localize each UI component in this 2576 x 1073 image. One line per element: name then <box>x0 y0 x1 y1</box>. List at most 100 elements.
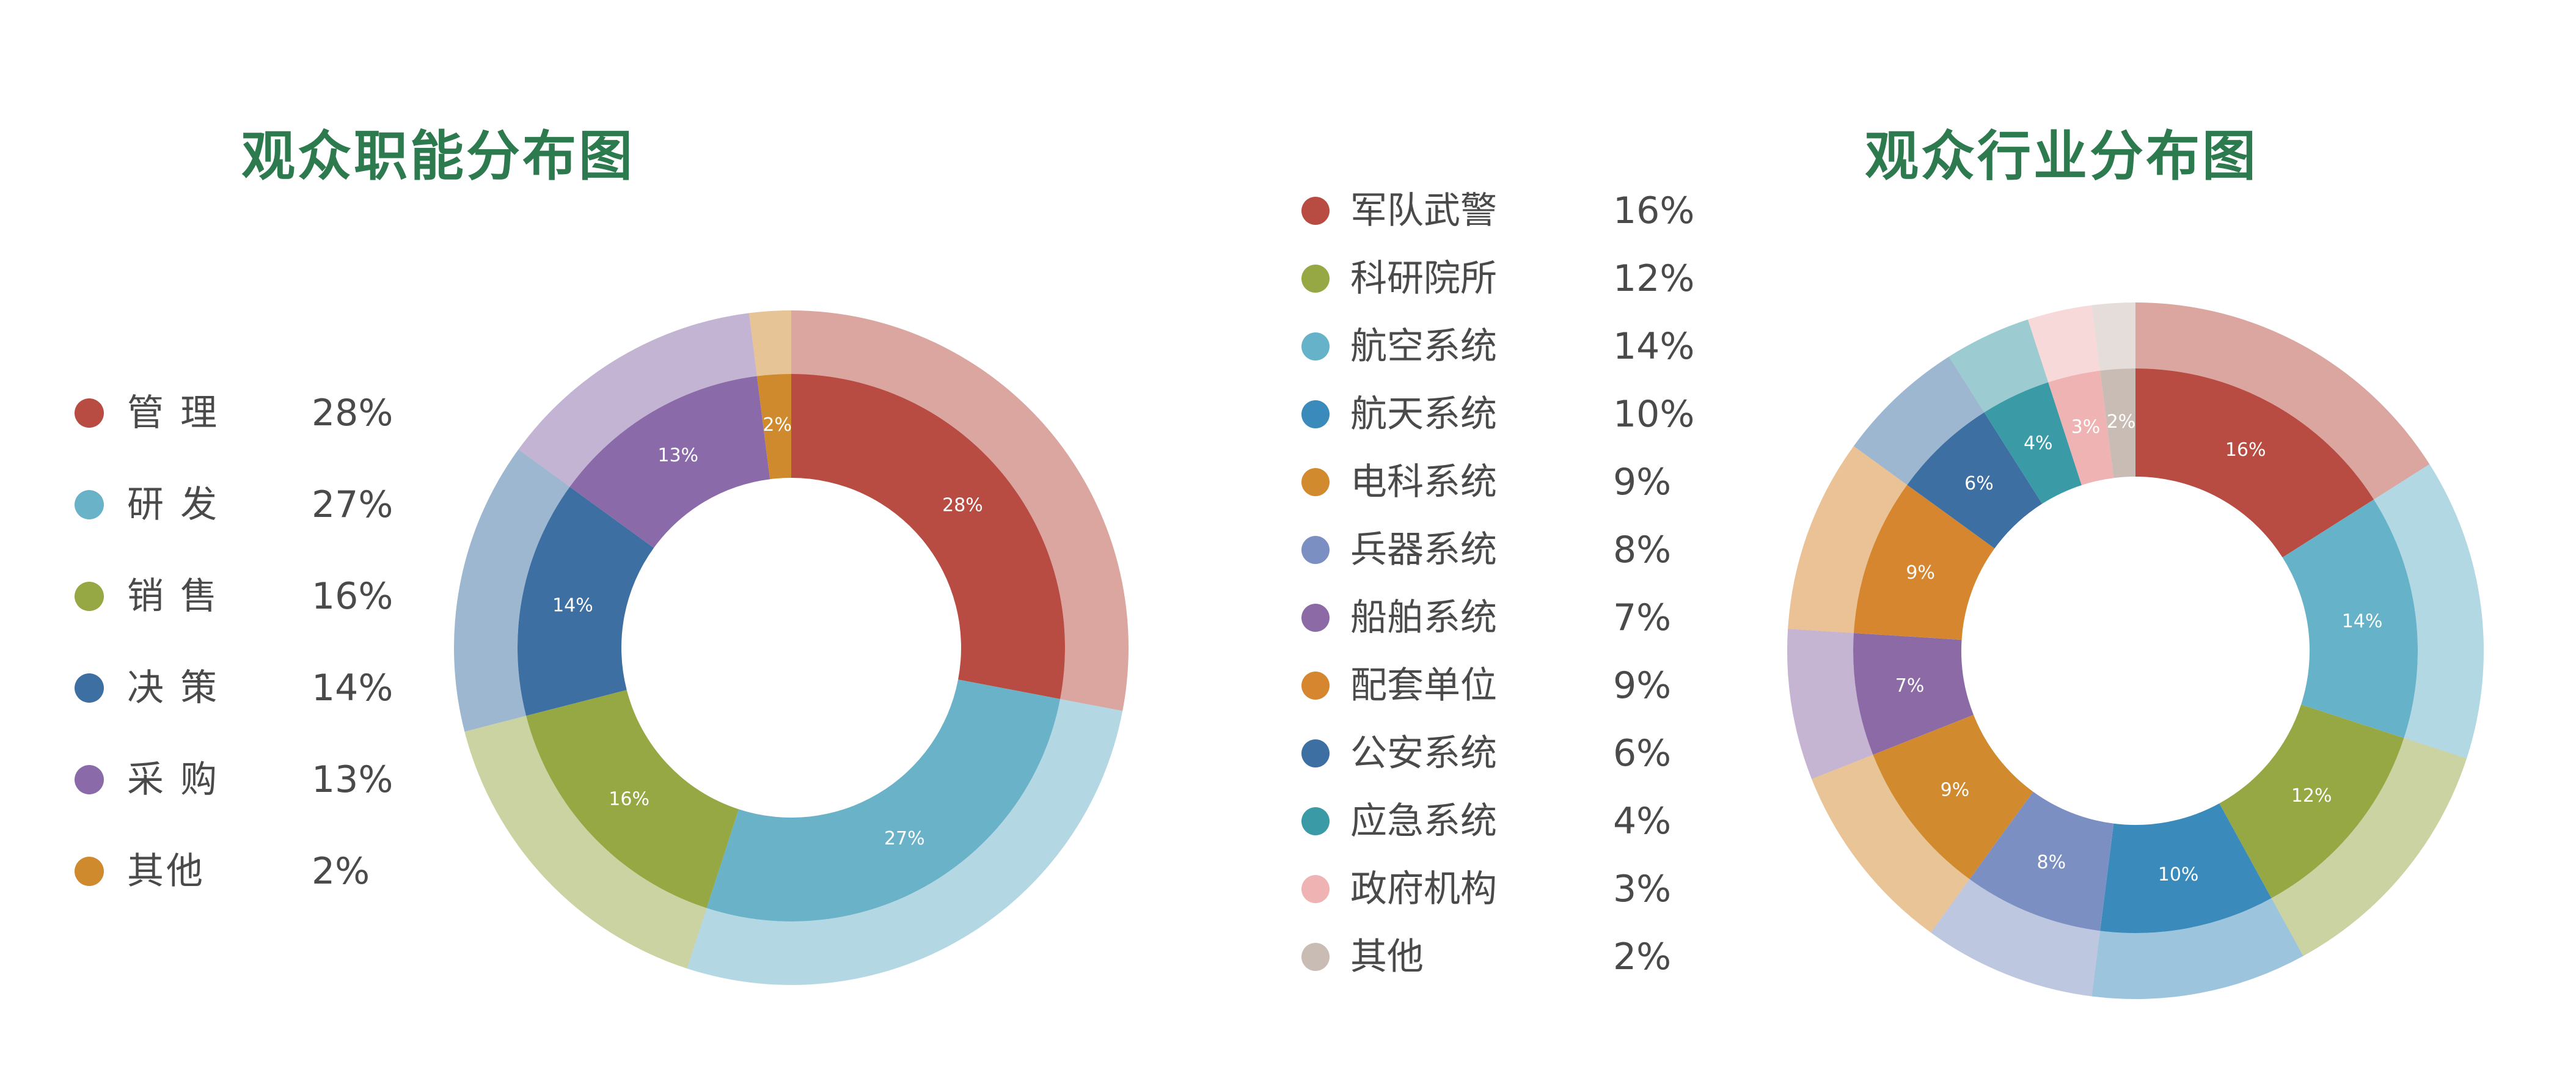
donut-slice <box>791 374 1065 699</box>
legend-swatch <box>1301 332 1330 361</box>
donut-slice <box>569 376 770 548</box>
donut-outer-slice <box>1788 445 1908 633</box>
legend-swatch <box>1301 400 1330 428</box>
donut-slice <box>2100 803 2272 933</box>
legend-swatch <box>75 582 104 611</box>
donut-slice <box>1969 791 2114 931</box>
legend-value: 6% <box>1613 732 1672 775</box>
donut-outer-slice <box>1812 755 1970 933</box>
donut-slice <box>2100 368 2135 478</box>
legend-label: 其他 <box>127 850 205 893</box>
legend-label: 销 售 <box>127 575 220 618</box>
slice-label: 16% <box>2225 439 2266 461</box>
legend-value: 28% <box>312 392 393 434</box>
slice-label: 14% <box>2342 611 2383 632</box>
donut-chart-function: 28% 27% 16% 14% 13% 2% <box>454 310 1129 985</box>
donut-slice <box>1853 485 1995 640</box>
legend-label: 科研院所 <box>1350 257 1497 300</box>
slice-label: 28% <box>942 494 983 516</box>
donut-slice <box>518 486 654 716</box>
legend-value: 9% <box>1613 664 1672 707</box>
donut-outer-slice <box>2027 305 2101 383</box>
legend-value: 3% <box>1613 868 1672 910</box>
legend-value: 14% <box>1613 325 1695 368</box>
slice-label: 27% <box>884 828 925 849</box>
legend-value: 8% <box>1613 529 1672 571</box>
legend-value: 13% <box>312 758 393 801</box>
donut-outer-slice <box>1948 319 2049 412</box>
chart-title-function: 观众职能分布图 <box>241 125 635 188</box>
legend-value: 9% <box>1613 461 1672 504</box>
donut-outer-slice <box>2091 302 2135 371</box>
slice-label: 9% <box>1906 562 1935 584</box>
donut-outer-slice <box>464 716 707 969</box>
donut-outer-slice <box>2091 898 2303 999</box>
donut-outer-slice <box>791 310 1129 711</box>
legend-label: 公安系统 <box>1350 732 1497 775</box>
legend-swatch <box>1301 265 1330 293</box>
slice-label: 12% <box>2291 785 2332 807</box>
legend-label: 政府机构 <box>1350 868 1497 910</box>
legend-value: 16% <box>312 575 393 618</box>
legend-value: 12% <box>1613 257 1695 300</box>
legend-label: 航天系统 <box>1350 393 1497 436</box>
donut-slice <box>2048 370 2114 485</box>
slice-label: 2% <box>2107 411 2136 433</box>
legend-label: 应急系统 <box>1350 800 1497 843</box>
legend-label: 采 购 <box>127 758 220 801</box>
legend-label: 配套单位 <box>1350 664 1497 707</box>
legend-value: 2% <box>312 850 370 893</box>
legend-label: 电科系统 <box>1350 461 1497 504</box>
legend-value: 7% <box>1613 596 1672 639</box>
donut-slice <box>1853 632 1974 755</box>
donut-slice <box>526 690 739 909</box>
donut-slice <box>2135 368 2374 558</box>
legend-value: 10% <box>1613 393 1695 436</box>
legend-value: 16% <box>1613 189 1695 232</box>
slice-label: 16% <box>609 789 649 810</box>
slice-label: 14% <box>552 595 593 616</box>
legend-swatch <box>75 398 104 428</box>
legend-swatch <box>75 673 104 703</box>
donut-outer-slice <box>454 449 570 732</box>
legend-industry: 军队武警 16% 科研院所 12% 航空系统 14% 航天系统 10% 电科系统 9% 兵器系统 8%… <box>1301 0 1790 1073</box>
legend-label: 兵器系统 <box>1350 529 1497 571</box>
legend-swatch <box>1301 604 1330 632</box>
slice-label: 13% <box>657 445 698 466</box>
legend-swatch <box>1301 536 1330 564</box>
donut-outer-slice <box>518 313 757 487</box>
legend-swatch <box>75 765 104 794</box>
donut-slice <box>756 374 791 480</box>
chart-title-industry: 观众行业分布图 <box>1865 125 2259 188</box>
donut-outer-slice <box>2135 302 2430 500</box>
legend-label: 军队武警 <box>1350 189 1497 232</box>
slice-label: 7% <box>1895 675 1925 697</box>
legend-label: 航空系统 <box>1350 325 1497 368</box>
slice-label: 10% <box>2158 864 2199 885</box>
legend-value: 27% <box>312 483 393 526</box>
donut-slice <box>1984 382 2082 504</box>
legend-swatch <box>1301 875 1330 903</box>
slice-label: 2% <box>763 414 792 436</box>
slice-label: 9% <box>1941 780 1970 801</box>
donut-slice <box>706 679 1061 921</box>
donut-slice <box>1907 412 2043 549</box>
legend-value: 4% <box>1613 800 1672 843</box>
legend-swatch <box>75 490 104 519</box>
legend-swatch <box>1301 943 1330 971</box>
legend-swatch <box>75 857 104 886</box>
legend-swatch <box>1301 197 1330 225</box>
slice-label: 3% <box>2071 417 2101 438</box>
legend-label: 船舶系统 <box>1350 596 1497 639</box>
donut-outer-slice <box>1853 356 1985 485</box>
donut-chart-industry: 16% 14% 12% 10% 8% 9% 7% 9% 6% 4% 3% 2% <box>1787 302 2484 999</box>
donut-slice <box>2282 499 2418 738</box>
legend-label: 研 发 <box>127 483 220 526</box>
slice-label: 4% <box>2024 433 2053 454</box>
legend-swatch <box>1301 468 1330 496</box>
legend-swatch <box>1301 807 1330 835</box>
donut-outer-slice <box>748 310 791 376</box>
legend-swatch <box>1301 739 1330 767</box>
legend-value: 2% <box>1613 936 1672 978</box>
legend-label: 决 策 <box>127 667 220 709</box>
